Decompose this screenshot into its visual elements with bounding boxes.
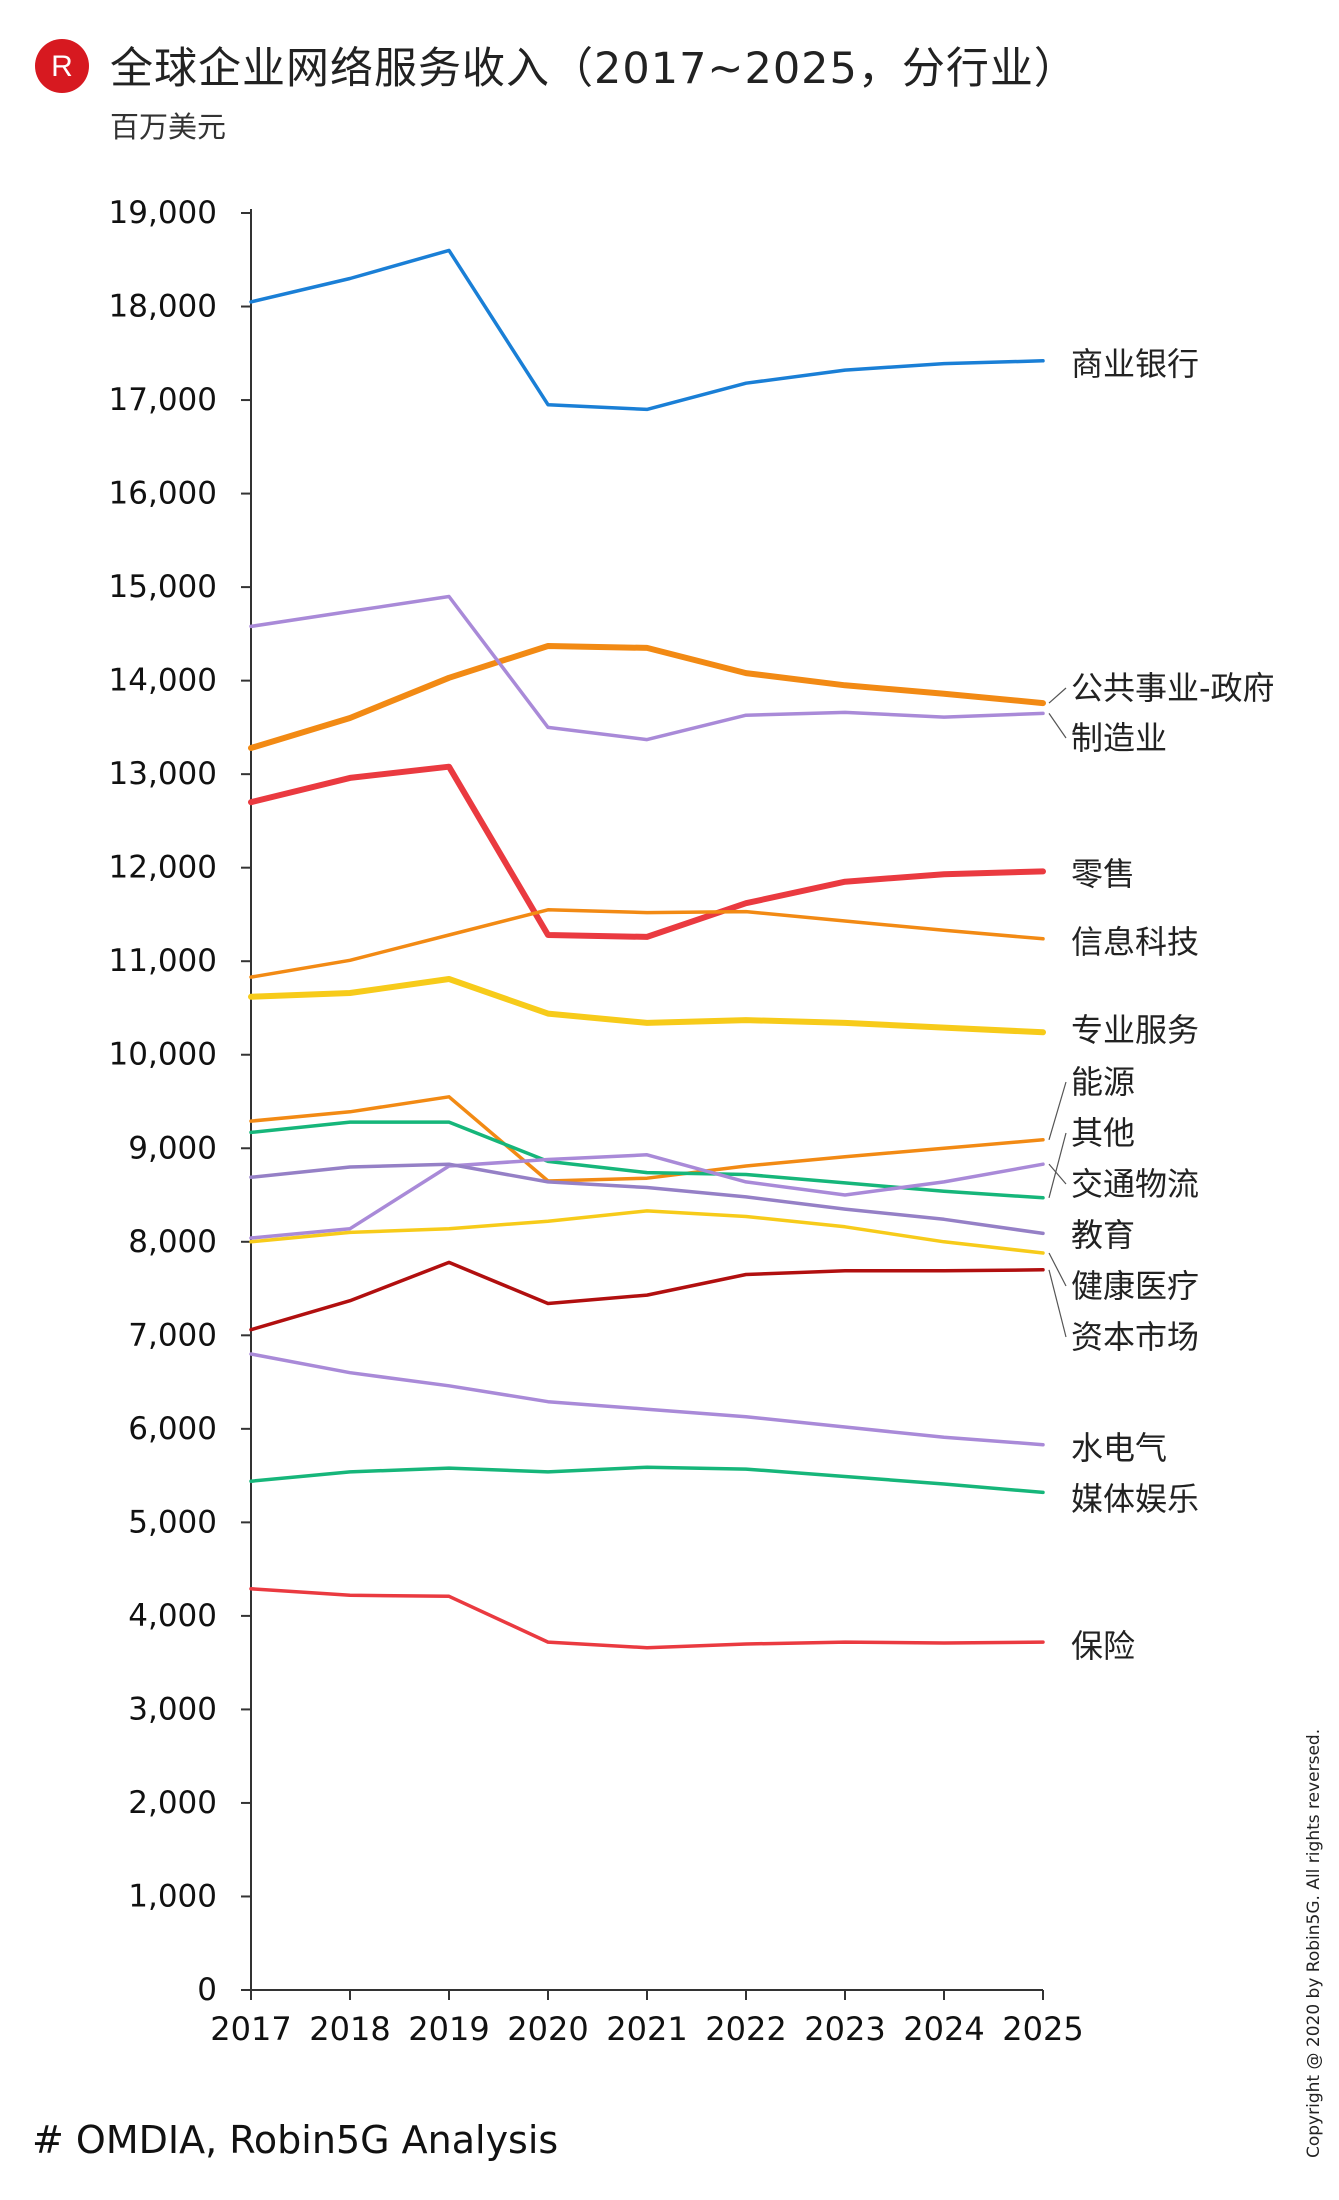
- y-tick-label: 17,000: [109, 382, 217, 418]
- series-line: [248, 976, 1046, 1036]
- series-line: [249, 1587, 1045, 1650]
- y-tick-label: 0: [197, 1972, 217, 2008]
- series-label: 资本市场: [1071, 1318, 1199, 1356]
- copyright-note: Copyright @ 2020 by Robin5G. All rights …: [1304, 1728, 1324, 2158]
- series-line: [249, 594, 1045, 742]
- series-label: 教育: [1071, 1216, 1135, 1254]
- series-line: [249, 1162, 1045, 1236]
- series-line: [249, 1209, 1045, 1255]
- series-label: 健康医疗: [1071, 1267, 1199, 1305]
- chart-title: 全球企业网络服务收入（2017~2025，分行业）: [110, 44, 1078, 94]
- y-tick-label: 11,000: [109, 943, 217, 979]
- series-line: [249, 1465, 1045, 1495]
- x-tick-label: 2023: [804, 2010, 885, 2048]
- series-line: [248, 643, 1046, 751]
- x-tick-label: 2025: [1002, 2010, 1083, 2048]
- series-label: 其他: [1071, 1114, 1135, 1152]
- series-line: [249, 1095, 1045, 1183]
- series-line: [249, 1120, 1045, 1200]
- series-label: 交通物流: [1071, 1165, 1199, 1203]
- y-tick-label: 16,000: [109, 476, 217, 512]
- series-line: [249, 1260, 1045, 1332]
- y-tick-label: 12,000: [109, 850, 217, 886]
- y-tick-label: 7,000: [128, 1317, 217, 1353]
- label-leader-line: [1048, 1132, 1067, 1198]
- series-line: [249, 248, 1045, 412]
- series-line: [248, 763, 1046, 940]
- unit-label: 百万美元: [110, 110, 227, 144]
- y-tick-label: 3,000: [128, 1691, 217, 1727]
- y-tick-label: 2,000: [128, 1785, 217, 1821]
- x-tick-label: 2024: [903, 2010, 984, 2048]
- series-label: 零售: [1071, 855, 1135, 893]
- series-label: 保险: [1071, 1627, 1135, 1665]
- x-tick-label: 2018: [309, 2010, 390, 2048]
- y-tick-label: 5,000: [128, 1504, 217, 1540]
- y-tick-label: 14,000: [109, 663, 217, 699]
- series-label: 媒体娱乐: [1071, 1480, 1199, 1518]
- series-line: [249, 908, 1045, 979]
- series-labels: 商业银行公共事业-政府制造业零售信息科技专业服务能源其他交通物流教育健康医疗资本…: [1048, 345, 1275, 1665]
- series-label: 制造业: [1071, 719, 1167, 757]
- series-label: 专业服务: [1071, 1011, 1199, 1049]
- label-leader-line: [1048, 1252, 1067, 1287]
- y-tick-label: 13,000: [109, 756, 217, 792]
- label-leader-line: [1048, 1269, 1067, 1338]
- series-line: [249, 1352, 1045, 1447]
- y-tick-label: 4,000: [128, 1598, 217, 1634]
- y-tick-label: 19,000: [109, 195, 217, 231]
- source-note: # OMDIA, Robin5G Analysis: [32, 2118, 559, 2162]
- series-label: 水电气: [1071, 1429, 1167, 1467]
- x-tick-label: 2019: [408, 2010, 489, 2048]
- x-tick-label: 2021: [606, 2010, 687, 2048]
- y-tick-label: 10,000: [109, 1037, 217, 1073]
- y-tick-label: 15,000: [109, 569, 217, 605]
- label-leader-line: [1048, 1081, 1067, 1141]
- y-tick-label: 6,000: [128, 1411, 217, 1447]
- label-leader-line: [1048, 687, 1067, 704]
- label-leader-line: [1048, 713, 1067, 739]
- series-line: [249, 1153, 1045, 1240]
- robin5g-logo: R: [35, 39, 89, 93]
- logo-letter: R: [51, 50, 73, 83]
- x-tick-label: 2017: [210, 2010, 291, 2048]
- x-tick-label: 2022: [705, 2010, 786, 2048]
- series-label: 商业银行: [1071, 345, 1199, 383]
- y-tick-label: 9,000: [128, 1130, 217, 1166]
- series-label: 信息科技: [1071, 923, 1199, 961]
- label-leader-line: [1048, 1163, 1067, 1185]
- y-tick-label: 1,000: [128, 1878, 217, 1914]
- x-axis: 2017 2018 2019 2020 2021 2022 2023 2024 2025: [210, 1989, 1084, 2048]
- series-label: 能源: [1071, 1063, 1135, 1101]
- y-tick-label: 18,000: [109, 289, 217, 325]
- series-label: 公共事业-政府: [1071, 669, 1275, 707]
- y-tick-label: 8,000: [128, 1224, 217, 1260]
- x-tick-label: 2020: [507, 2010, 588, 2048]
- y-axis: 0 1,000 2,000 3,000 4,000 5,000 6,000 7,000 8,00…: [109, 195, 252, 2008]
- series-lines: [248, 248, 1046, 1650]
